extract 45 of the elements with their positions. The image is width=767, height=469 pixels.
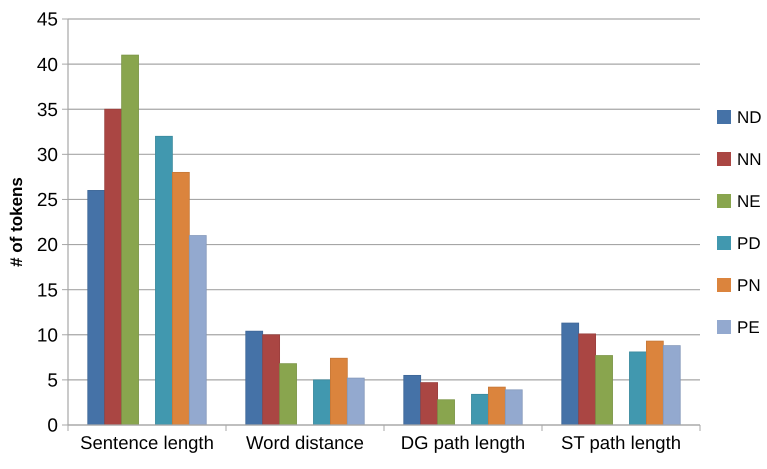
- bar: [488, 386, 506, 426]
- legend-label: PE: [737, 318, 760, 337]
- bar: [279, 363, 297, 426]
- bar: [188, 235, 207, 426]
- bar: [403, 374, 422, 426]
- bar: [172, 172, 190, 426]
- bar: [629, 352, 647, 426]
- bar: [420, 382, 438, 426]
- bar: [87, 190, 106, 426]
- y-axis-title: # of tokens: [7, 177, 26, 267]
- legend-label: PD: [737, 234, 761, 253]
- legend-label: PN: [737, 276, 761, 295]
- y-tick-label: 10: [36, 325, 58, 346]
- y-tick-label: 45: [36, 10, 58, 31]
- x-tick-label: DG path length: [400, 432, 526, 453]
- y-tick-label: 40: [36, 54, 58, 76]
- bar: [662, 345, 681, 426]
- bar: [104, 108, 122, 426]
- bar: [504, 389, 523, 426]
- y-tick-label: 25: [36, 190, 58, 212]
- bar: [646, 340, 664, 426]
- bar: [578, 333, 596, 426]
- x-tick-label: Sentence length: [80, 432, 214, 453]
- bar: [561, 322, 580, 426]
- y-tick-label: 30: [36, 144, 58, 166]
- y-tick-label: 20: [36, 235, 58, 256]
- bar: [121, 54, 139, 426]
- bar: [155, 136, 173, 426]
- bar: [313, 379, 331, 426]
- legend-label: NE: [737, 192, 761, 211]
- y-tick-label: 15: [36, 280, 58, 302]
- bar: [346, 378, 365, 426]
- bar: [471, 394, 489, 426]
- y-tick-label: 35: [36, 100, 58, 121]
- legend-label: NN: [737, 150, 762, 169]
- bar: [437, 399, 455, 426]
- y-tick-label: 0: [47, 416, 58, 437]
- bar: [330, 358, 348, 426]
- bar: [245, 330, 264, 426]
- x-tick-label: Word distance: [246, 432, 364, 453]
- legend-label: ND: [737, 108, 762, 127]
- x-tick-label: ST path length: [561, 432, 681, 453]
- y-tick-label: 5: [47, 370, 58, 392]
- bar: [595, 355, 613, 426]
- bar: [262, 334, 280, 426]
